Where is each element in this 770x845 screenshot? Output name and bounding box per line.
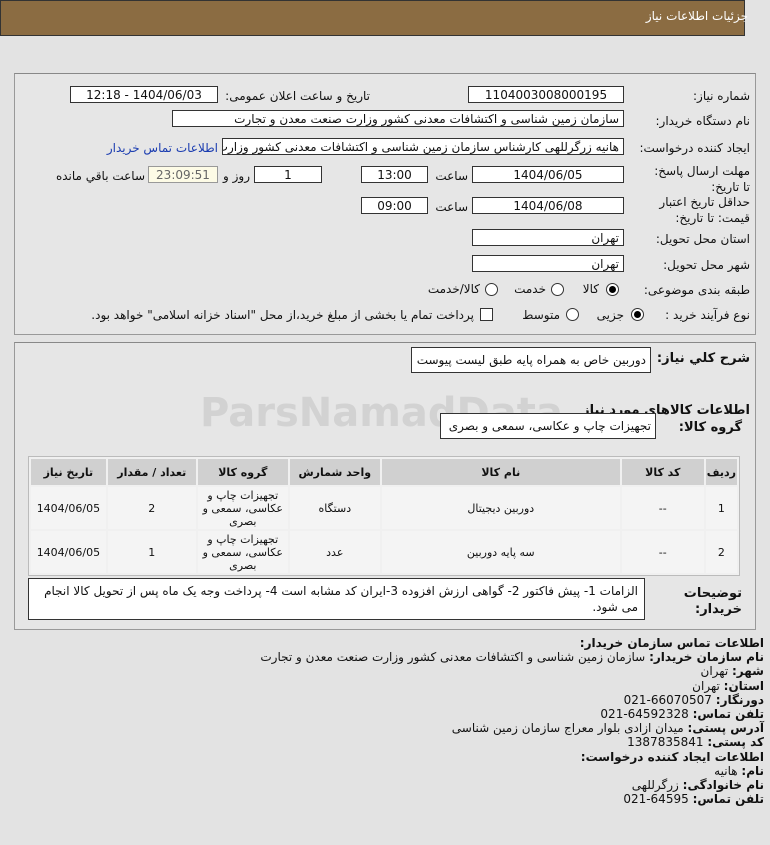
- remaining-time-field: 23:09:51: [148, 166, 218, 183]
- cell-group: تجهیزات چاپ و عکاسی، سمعی و بصری: [197, 487, 288, 529]
- validity-time-field[interactable]: 09:00: [361, 197, 428, 214]
- notes-label: توضیحات خریدار:: [683, 586, 742, 617]
- creator-title: اطلاعات ایجاد کننده درخواست:: [580, 749, 764, 764]
- cell-qty: 1: [107, 531, 196, 573]
- contact-address: آدرس پستی: میدان ازادی بلوار معراج سازما…: [451, 721, 764, 736]
- table-header-row: ردیف کد کالا نام کالا واحد شمارش گروه کا…: [31, 459, 737, 485]
- validity-label: حداقل تاریخ اعتبار قیمت: تا تاریخ:: [659, 195, 750, 225]
- process-option-medium: متوسط: [522, 308, 560, 322]
- contact-postal-code: کد پستی: 1387835841: [627, 735, 764, 750]
- creator-phone: تلفن تماس: 021-64595: [623, 792, 764, 807]
- category-option-service: خدمت: [514, 282, 546, 296]
- deadline-time-field[interactable]: 13:00: [361, 166, 428, 183]
- page-header: جزئیات اطلاعات نیاز: [0, 0, 748, 36]
- table-row: 1 -- دوربین دیجیتال دستگاه تجهیزات چاپ و…: [31, 487, 737, 529]
- col-row: ردیف: [705, 459, 737, 485]
- days-label: روز و: [223, 169, 250, 183]
- category-radio-both[interactable]: [485, 283, 498, 296]
- deadline-time-label: ساعت: [435, 169, 468, 183]
- contact-province: استان: تهران: [692, 678, 764, 693]
- buyer-label: نام دستگاه خریدار:: [655, 114, 751, 128]
- treasury-payment-checkbox[interactable]: [480, 308, 493, 321]
- announce-label: تاریخ و ساعت اعلان عمومی:: [225, 89, 370, 103]
- cell-name: سه پایه دوربین: [381, 531, 620, 573]
- table-row: 2 -- سه پایه دوربین عدد تجهیزات چاپ و عک…: [31, 531, 737, 573]
- process-radio-minor[interactable]: [631, 308, 644, 321]
- category-radio-goods[interactable]: [606, 283, 619, 296]
- cell-row: 1: [705, 487, 737, 529]
- buyer-contact-link[interactable]: اطلاعات تماس خریدار: [106, 141, 218, 155]
- need-number-field[interactable]: 1104003008000195: [468, 86, 624, 103]
- city-label: شهر محل تحویل:: [663, 258, 750, 272]
- cell-qty: 2: [107, 487, 196, 529]
- summary-field: دوربین خاص به همراه پایه طبق لیست پیوست: [411, 347, 651, 373]
- col-unit: واحد شمارش: [289, 459, 380, 485]
- buyer-contact-info: اطلاعات تماس سازمان خریدار: نام سازمان خ…: [260, 636, 764, 806]
- group-label: گروه کالا:: [678, 420, 742, 435]
- col-name: نام کالا: [381, 459, 620, 485]
- announce-field[interactable]: 1404/06/03 - 12:18: [70, 86, 218, 103]
- col-code: کد کالا: [621, 459, 704, 485]
- cell-row: 2: [705, 531, 737, 573]
- need-number-label: شماره نیاز:: [693, 89, 750, 103]
- creator-last-name: نام خانوادگی: زرگرللهی: [631, 778, 764, 793]
- contact-phone: تلفن تماس: 021-64592328: [600, 707, 764, 722]
- validity-date-field[interactable]: 1404/06/08: [472, 197, 624, 214]
- days-field[interactable]: 1: [254, 166, 322, 183]
- cell-group: تجهیزات چاپ و عکاسی، سمعی و بصری: [197, 531, 288, 573]
- city-field[interactable]: تهران: [472, 255, 624, 272]
- cell-date: 1404/06/05: [31, 487, 106, 529]
- process-radio-medium[interactable]: [566, 308, 579, 321]
- col-group: گروه کالا: [197, 459, 288, 485]
- deadline-label: مهلت ارسال پاسخ: تا تاریخ:: [654, 164, 750, 194]
- remaining-label: ساعت باقي مانده: [55, 169, 145, 183]
- process-label: نوع فرآیند خرید :: [665, 308, 750, 322]
- process-option-minor: جزیی: [596, 308, 624, 322]
- contact-org: نام سازمان خریدار: سازمان زمین شناسی و ا…: [260, 650, 764, 665]
- buyer-field[interactable]: سازمان زمین شناسی و اکتشافات معدنی کشور …: [172, 110, 624, 127]
- cell-unit: دستگاه: [289, 487, 380, 529]
- creator-first-name: نام: هانیه: [714, 763, 764, 778]
- validity-time-label: ساعت: [435, 200, 468, 214]
- province-field[interactable]: تهران: [472, 229, 624, 246]
- col-date: تاریخ نیاز: [31, 459, 106, 485]
- category-radio-service[interactable]: [551, 283, 564, 296]
- deadline-date-field[interactable]: 1404/06/05: [472, 166, 624, 183]
- goods-table: ردیف کد کالا نام کالا واحد شمارش گروه کا…: [28, 456, 740, 576]
- cell-code: --: [621, 531, 704, 573]
- summary-label: شرح کلي نياز:: [656, 351, 750, 366]
- page-title: جزئیات اطلاعات نیاز: [645, 9, 748, 23]
- province-label: استان محل تحویل:: [655, 232, 750, 246]
- category-label: طبقه بندی موضوعی:: [643, 283, 750, 297]
- cell-name: دوربین دیجیتال: [381, 487, 620, 529]
- category-option-both: کالا/خدمت: [427, 282, 480, 296]
- notes-field: الزامات 1- پیش فاکتور 2- گواهی ارزش افزو…: [28, 578, 645, 620]
- col-qty: تعداد / مقدار: [107, 459, 196, 485]
- creator-label: ایجاد کننده درخواست:: [639, 141, 750, 155]
- cell-date: 1404/06/05: [31, 531, 106, 573]
- treasury-payment-note: پرداخت تمام یا بخشی از مبلغ خرید،از محل …: [91, 308, 474, 322]
- contact-city: شهر: تهران: [700, 664, 764, 679]
- contact-title: اطلاعات تماس سازمان خریدار:: [579, 636, 764, 650]
- category-option-goods: کالا: [582, 282, 599, 296]
- contact-fax: دورنگار: 021-66070507: [623, 692, 764, 707]
- group-field: تجهیزات چاپ و عکاسی، سمعی و بصری: [440, 413, 656, 439]
- creator-field[interactable]: هانیه زرگرللهی کارشناس سازمان زمین شناسی…: [222, 138, 624, 155]
- cell-code: --: [621, 487, 704, 529]
- cell-unit: عدد: [289, 531, 380, 573]
